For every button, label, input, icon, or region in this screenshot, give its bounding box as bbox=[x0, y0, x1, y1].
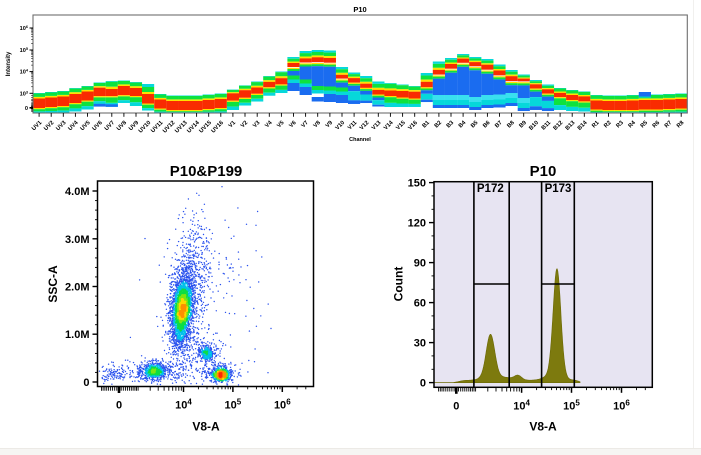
svg-text:B4: B4 bbox=[458, 119, 468, 129]
svg-text:V4: V4 bbox=[264, 119, 274, 129]
svg-text:B12: B12 bbox=[553, 120, 565, 132]
svg-text:0: 0 bbox=[25, 106, 28, 112]
svg-text:V7: V7 bbox=[301, 120, 310, 129]
svg-text:V11: V11 bbox=[347, 119, 359, 131]
svg-text:104: 104 bbox=[20, 69, 29, 76]
svg-text:R7: R7 bbox=[664, 120, 673, 129]
svg-text:V5: V5 bbox=[276, 119, 286, 129]
svg-text:103: 103 bbox=[20, 90, 28, 97]
svg-text:R3: R3 bbox=[615, 119, 625, 129]
svg-text:106: 106 bbox=[20, 25, 28, 32]
svg-text:V2: V2 bbox=[240, 120, 249, 129]
svg-text:R8: R8 bbox=[676, 119, 686, 129]
svg-text:B9: B9 bbox=[518, 119, 528, 129]
svg-text:R6: R6 bbox=[652, 119, 662, 129]
svg-text:R2: R2 bbox=[603, 120, 612, 129]
svg-text:V9: V9 bbox=[325, 119, 335, 129]
svg-text:R1: R1 bbox=[591, 119, 601, 129]
svg-text:V8: V8 bbox=[313, 119, 323, 129]
svg-text:P10: P10 bbox=[353, 5, 366, 14]
svg-text:B8: B8 bbox=[506, 119, 516, 129]
svg-text:B10: B10 bbox=[528, 120, 540, 132]
svg-text:V6: V6 bbox=[288, 119, 298, 129]
svg-text:R4: R4 bbox=[628, 119, 638, 129]
svg-text:V12: V12 bbox=[359, 120, 371, 132]
svg-text:105: 105 bbox=[20, 47, 28, 54]
svg-text:Channel: Channel bbox=[349, 137, 371, 143]
svg-text:B7: B7 bbox=[494, 120, 503, 129]
svg-text:V3: V3 bbox=[252, 119, 262, 129]
svg-text:B6: B6 bbox=[482, 119, 492, 129]
svg-text:B2: B2 bbox=[434, 120, 443, 129]
svg-text:Intensity: Intensity bbox=[6, 51, 12, 76]
svg-text:R5: R5 bbox=[640, 119, 650, 129]
svg-text:B5: B5 bbox=[470, 119, 480, 129]
svg-text:B1: B1 bbox=[422, 119, 432, 129]
svg-text:V1: V1 bbox=[228, 119, 238, 129]
svg-text:V10: V10 bbox=[335, 120, 347, 132]
svg-text:B3: B3 bbox=[446, 119, 456, 129]
